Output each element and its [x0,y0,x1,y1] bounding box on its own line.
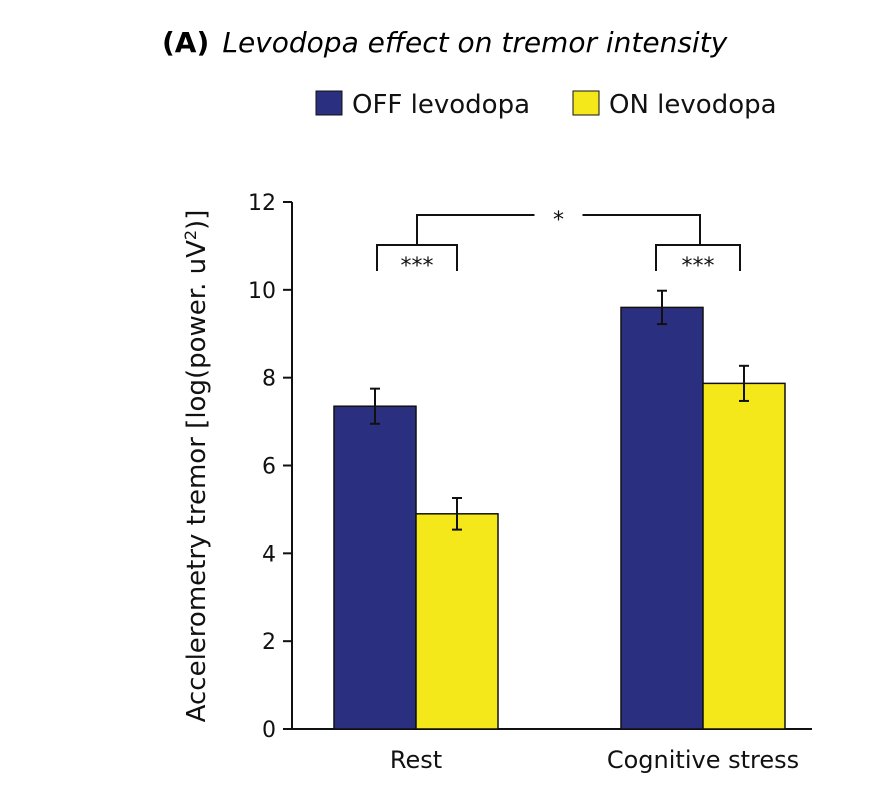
bar [620,306,704,730]
significance-between-bracket [582,214,701,245]
bar [702,382,786,730]
significance-between-label: * [553,208,564,233]
significance-stress-bracket [655,244,741,271]
y-tick-label: 8 [262,367,276,392]
y-tick-label: 0 [262,718,276,743]
bar [415,513,499,730]
significance-between-bracket [416,214,535,245]
y-axis-title: Accelerometry tremor [log(power. uV2)] [181,210,213,723]
chart-title: (A) Levodopa effect on tremor intensity [162,26,728,59]
y-tick-label: 4 [262,542,276,567]
bar [333,405,417,730]
y-tick-label: 2 [262,630,276,655]
chart-title-label: (A) [162,26,209,59]
y-tick-label: 6 [262,455,276,480]
x-tick-label: Rest [390,746,442,774]
legend-label-off: OFF levodopa [352,90,530,120]
y-tick-label: 10 [248,279,276,304]
x-tick-label: Cognitive stress [607,746,799,774]
legend-swatch-off [315,90,343,116]
legend-swatch-on [572,90,600,116]
legend-label-on: ON levodopa [609,90,777,120]
legend: OFF levodopa ON levodopa [315,90,777,120]
significance-stress-label: *** [682,254,715,279]
chart-title-text: Levodopa effect on tremor intensity [222,26,727,59]
significance-rest-label: *** [401,254,434,279]
y-tick-label: 12 [248,191,276,216]
